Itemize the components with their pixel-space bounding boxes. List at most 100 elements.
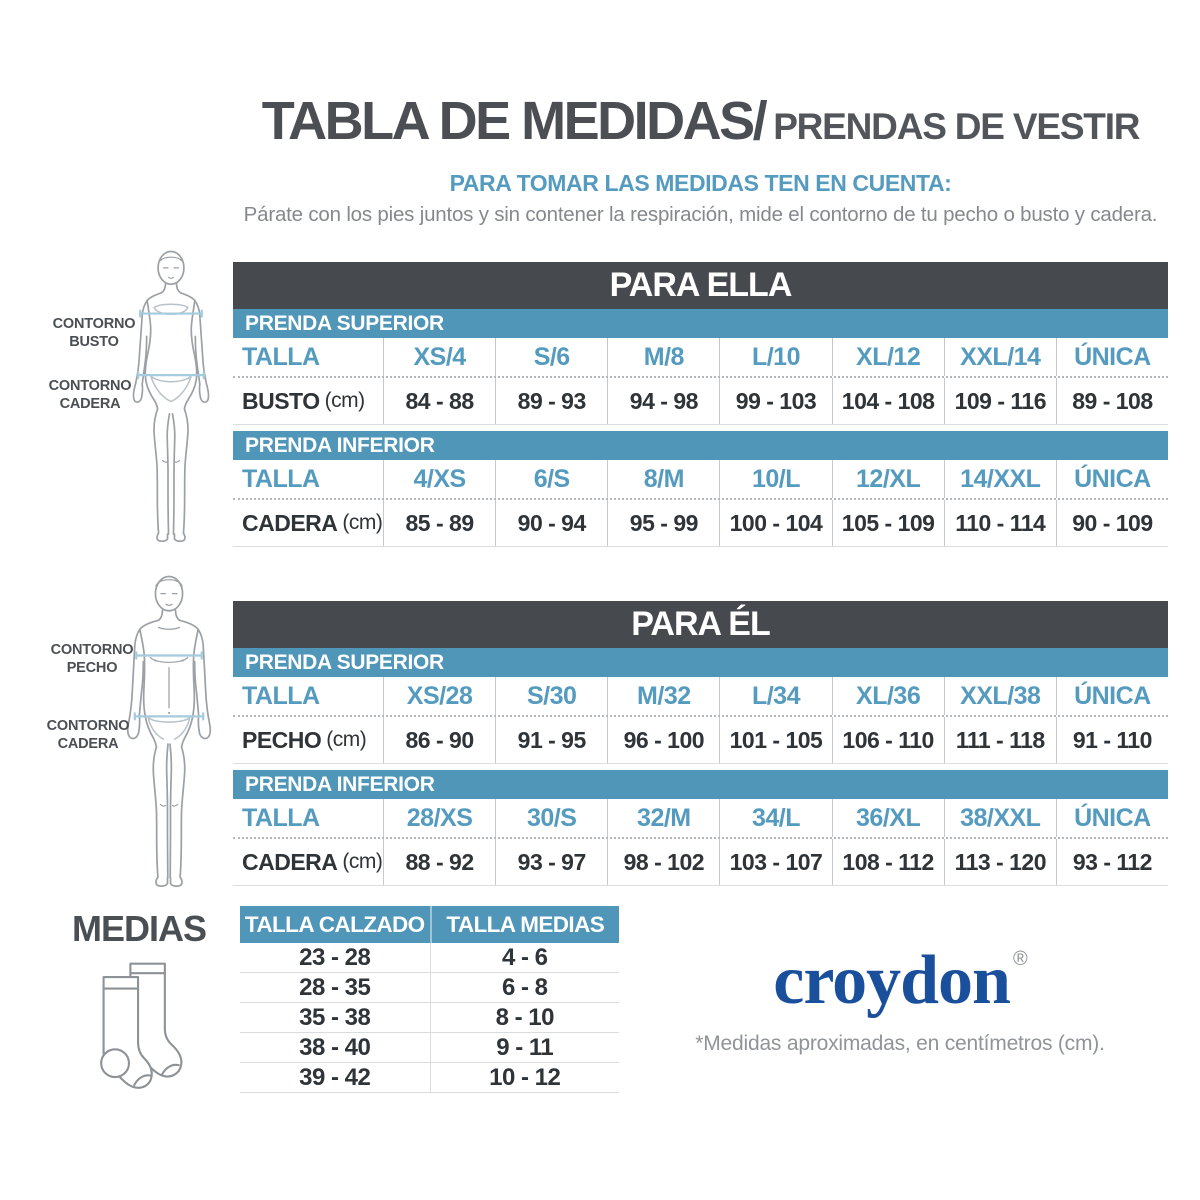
male-hip-label: CONTORNO CADERA (46, 718, 130, 752)
size-cell: XS/28 (383, 677, 495, 715)
size-cell: 32/M (607, 799, 719, 837)
table-row: 28 - 35 6 - 8 (240, 972, 619, 1002)
size-cell: ÚNICA (1055, 460, 1168, 498)
ella-superior-talla-row: TALLA XS/4 S/6 M/8 L/10 XL/12 XXL/14 ÚNI… (233, 338, 1168, 376)
size-cell: S/6 (495, 338, 607, 376)
talla-label: TALLA (242, 681, 320, 710)
size-cell: XXL/38 (943, 677, 1056, 715)
value-cell: 95 - 99 (607, 500, 719, 546)
measure-label: CADERA (cm) (242, 848, 383, 875)
column-header: TALLA CALZADO (244, 911, 425, 937)
value-cell: 105 - 109 (831, 500, 944, 546)
medias-heading: MEDIAS (71, 908, 207, 949)
value-cell: 85 - 89 (383, 500, 495, 546)
value-cell: 111 - 118 (943, 717, 1056, 763)
size-cell: 10/L (719, 460, 831, 498)
female-bust-label: CONTORNO BUSTO (52, 316, 136, 350)
value-cell: 84 - 88 (383, 378, 495, 424)
value-cell: 108 - 112 (831, 839, 944, 885)
value-cell: 113 - 120 (943, 839, 1056, 885)
talla-label: TALLA (242, 464, 320, 493)
size-cell: XXL/14 (943, 338, 1056, 376)
table-row: 38 - 40 9 - 11 (240, 1032, 619, 1062)
brand-section: croydon ® *Medidas aproximadas, en centím… (655, 946, 1145, 1056)
socks-table-header: TALLA CALZADO TALLA MEDIAS (240, 906, 619, 943)
socks-icon (100, 962, 183, 1089)
talla-label: TALLA (242, 803, 320, 832)
measure-label: PECHO (cm) (242, 726, 367, 753)
value-cell: 110 - 114 (943, 500, 1056, 546)
table-row: 39 - 42 10 - 12 (240, 1062, 619, 1092)
ella-busto-row: BUSTO (cm) 84 - 88 89 - 93 94 - 98 99 - 1… (233, 376, 1168, 425)
value-cell: 94 - 98 (607, 378, 719, 424)
size-cell: 28/XS (383, 799, 495, 837)
male-figure (126, 575, 212, 887)
el-cadera-row: CADERA (cm) 88 - 92 93 - 97 98 - 102 103 … (233, 837, 1168, 886)
value-cell: 86 - 90 (383, 717, 495, 763)
value-cell: 93 - 112 (1055, 839, 1168, 885)
size-cell: 38/XXL (943, 799, 1056, 837)
para-ella-table: PARA ELLA PRENDA SUPERIOR TALLA XS/4 S/6… (233, 262, 1168, 547)
size-cell: ÚNICA (1055, 338, 1168, 376)
measure-label: CADERA (cm) (242, 509, 383, 536)
medias-section: MEDIAS (58, 908, 220, 1095)
measurements-footnote: *Medidas aproximadas, en centímetros (cm… (695, 1032, 1105, 1055)
socks-size-table: TALLA CALZADO TALLA MEDIAS 23 - 28 4 - 6… (240, 906, 619, 1093)
size-cell: 6/S (495, 460, 607, 498)
value-cell: 104 - 108 (831, 378, 944, 424)
value-cell: 91 - 95 (495, 717, 607, 763)
ella-cadera-row: CADERA (cm) 85 - 89 90 - 94 95 - 99 100 -… (233, 498, 1168, 547)
value-cell: 93 - 97 (495, 839, 607, 885)
value-cell: 103 - 107 (719, 839, 831, 885)
size-cell: 12/XL (831, 460, 944, 498)
size-cell: XL/12 (831, 338, 944, 376)
para-ella-header: PARA ELLA (233, 262, 1168, 309)
size-cell: 34/L (719, 799, 831, 837)
size-cell: 36/XL (831, 799, 944, 837)
instructions-heading: PARA TOMAR LAS MEDIDAS TEN EN CUENTA: (449, 170, 952, 196)
size-cell: S/30 (495, 677, 607, 715)
table-row: 35 - 38 8 - 10 (240, 1002, 619, 1032)
el-prenda-superior-band: PRENDA SUPERIOR (233, 648, 1168, 677)
value-cell: 109 - 116 (943, 378, 1056, 424)
socks-table-body: 23 - 28 4 - 6 28 - 35 6 - 8 35 - 38 8 - … (240, 943, 619, 1093)
size-cell: XL/36 (831, 677, 944, 715)
value-cell: 98 - 102 (607, 839, 719, 885)
page-title-main: TABLA DE MEDIDAS/ (261, 91, 768, 151)
ella-prenda-inferior-band: PRENDA INFERIOR (233, 431, 1168, 460)
size-cell: L/34 (719, 677, 831, 715)
value-cell: 90 - 94 (495, 500, 607, 546)
size-cell: ÚNICA (1055, 799, 1168, 837)
registered-mark: ® (1013, 948, 1028, 970)
el-pecho-row: PECHO (cm) 86 - 90 91 - 95 96 - 100 101 -… (233, 715, 1168, 764)
value-cell: 88 - 92 (383, 839, 495, 885)
el-inferior-talla-row: TALLA 28/XS 30/S 32/M 34/L 36/XL 38/XXL … (233, 799, 1168, 837)
value-cell: 101 - 105 (719, 717, 831, 763)
size-cell: 14/XXL (943, 460, 1056, 498)
female-hip-label: CONTORNO CADERA (48, 378, 132, 412)
el-prenda-inferior-band: PRENDA INFERIOR (233, 770, 1168, 799)
size-cell: XS/4 (383, 338, 495, 376)
size-cell: L/10 (719, 338, 831, 376)
ella-inferior-talla-row: TALLA 4/XS 6/S 8/M 10/L 12/XL 14/XXL ÚNI… (233, 460, 1168, 498)
para-el-header: PARA ÉL (233, 601, 1168, 648)
instructions-text: Párate con los pies juntos y sin contene… (243, 203, 1158, 226)
measure-label: BUSTO (cm) (242, 387, 365, 414)
female-figure (132, 250, 210, 543)
value-cell: 106 - 110 (831, 717, 944, 763)
croydon-logo: croydon ® (773, 942, 1028, 1019)
value-cell: 96 - 100 (607, 717, 719, 763)
male-chest-label: CONTORNO PECHO (50, 642, 134, 676)
size-cell: 4/XS (383, 460, 495, 498)
talla-label: TALLA (242, 342, 320, 371)
column-header: TALLA MEDIAS (429, 906, 620, 943)
page-title: TABLA DE MEDIDAS/PRENDAS DE VESTIR (233, 90, 1168, 152)
value-cell: 89 - 93 (495, 378, 607, 424)
size-cell: 30/S (495, 799, 607, 837)
header-block: TABLA DE MEDIDAS/PRENDAS DE VESTIR PARA … (233, 90, 1168, 227)
para-el-table: PARA ÉL PRENDA SUPERIOR TALLA XS/28 S/30… (233, 601, 1168, 886)
el-superior-talla-row: TALLA XS/28 S/30 M/32 L/34 XL/36 XXL/38 … (233, 677, 1168, 715)
size-cell: M/32 (607, 677, 719, 715)
value-cell: 90 - 109 (1055, 500, 1168, 546)
value-cell: 99 - 103 (719, 378, 831, 424)
